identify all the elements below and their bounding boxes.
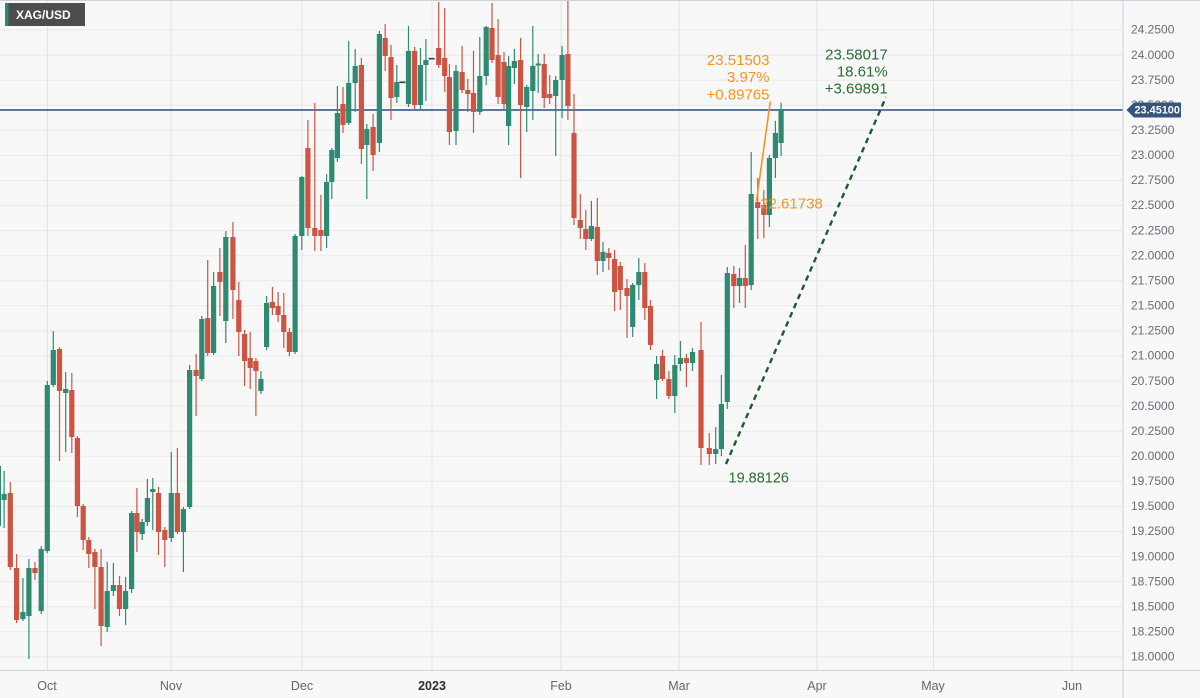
svg-text:21.7500: 21.7500 (1131, 273, 1175, 287)
svg-text:22.5000: 22.5000 (1131, 198, 1175, 212)
svg-text:23.58017: 23.58017 (825, 46, 888, 63)
svg-text:21.5000: 21.5000 (1131, 298, 1175, 312)
svg-text:20.5000: 20.5000 (1131, 399, 1175, 413)
svg-text:18.61%: 18.61% (837, 64, 888, 81)
svg-text:+3.69891: +3.69891 (825, 81, 888, 98)
svg-text:20.2500: 20.2500 (1131, 424, 1175, 438)
svg-text:18.0000: 18.0000 (1131, 650, 1175, 664)
svg-text:19.0000: 19.0000 (1131, 549, 1175, 563)
svg-text:19.7500: 19.7500 (1131, 474, 1175, 488)
svg-text:3.97%: 3.97% (727, 69, 770, 86)
svg-text:23.0000: 23.0000 (1131, 148, 1175, 162)
svg-text:22.7500: 22.7500 (1131, 173, 1175, 187)
svg-text:23.2500: 23.2500 (1131, 123, 1175, 137)
svg-text:19.2500: 19.2500 (1131, 524, 1175, 538)
svg-text:19.5000: 19.5000 (1131, 499, 1175, 513)
svg-text:Apr: Apr (807, 679, 826, 693)
svg-text:Mar: Mar (668, 679, 690, 693)
svg-text:24.0000: 24.0000 (1131, 48, 1175, 62)
svg-text:Dec: Dec (291, 679, 313, 693)
svg-text:22.2500: 22.2500 (1131, 223, 1175, 237)
svg-text:21.2500: 21.2500 (1131, 324, 1175, 338)
svg-text:18.2500: 18.2500 (1131, 624, 1175, 638)
svg-text:+0.89765: +0.89765 (707, 86, 770, 103)
svg-text:XAG/USD: XAG/USD (16, 8, 71, 22)
svg-text:24.2500: 24.2500 (1131, 23, 1175, 37)
svg-text:23.45100: 23.45100 (1135, 104, 1180, 116)
svg-text:23.51503: 23.51503 (707, 52, 770, 69)
svg-text:18.7500: 18.7500 (1131, 574, 1175, 588)
svg-text:22.61738: 22.61738 (760, 196, 823, 213)
svg-text:May: May (921, 679, 945, 693)
svg-text:2023: 2023 (418, 679, 446, 693)
svg-text:20.7500: 20.7500 (1131, 374, 1175, 388)
svg-text:21.0000: 21.0000 (1131, 349, 1175, 363)
svg-text:Nov: Nov (160, 679, 183, 693)
svg-text:22.0000: 22.0000 (1131, 248, 1175, 262)
svg-text:Feb: Feb (550, 679, 572, 693)
svg-text:20.0000: 20.0000 (1131, 449, 1175, 463)
svg-text:18.5000: 18.5000 (1131, 599, 1175, 613)
svg-text:23.7500: 23.7500 (1131, 73, 1175, 87)
svg-text:Oct: Oct (37, 679, 57, 693)
svg-text:Jun: Jun (1062, 679, 1082, 693)
svg-text:19.88126: 19.88126 (729, 470, 789, 486)
